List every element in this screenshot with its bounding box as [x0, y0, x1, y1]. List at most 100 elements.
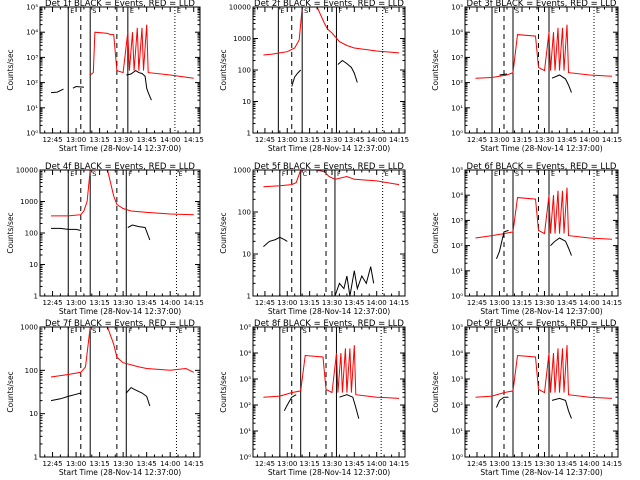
- x-tick-label: 13:45: [557, 136, 577, 144]
- y-tick-label: 10¹: [239, 428, 251, 436]
- marker-letter: E: [494, 170, 498, 178]
- x-tick-label: 13:15: [300, 460, 320, 468]
- y-tick-label: 10¹: [451, 428, 463, 436]
- y-tick-label: 10²: [451, 242, 463, 250]
- x-tick-label: 14:15: [602, 136, 622, 144]
- lld-series-line: [263, 345, 400, 399]
- y-tick-label: 10⁰: [239, 454, 251, 462]
- y-tick-label: 10: [29, 261, 38, 269]
- plot-frame: [464, 326, 619, 458]
- lld-series-line: [89, 24, 194, 79]
- y-axis-label: Counts/sec: [6, 49, 15, 90]
- lld-series-line: [50, 326, 194, 378]
- y-tick-label: 100: [25, 230, 38, 238]
- x-tick-label: 13:30: [113, 460, 133, 468]
- x-tick-label: 12:45: [255, 460, 275, 468]
- y-axis-label: Counts/sec: [431, 371, 440, 412]
- marker-letter: F: [282, 170, 286, 178]
- x-axis-label: Start Time (28-Nov-14 12:37:00): [480, 307, 602, 316]
- chart-title: Det 8f BLACK = Events, RED = LLD: [254, 319, 404, 329]
- x-tick-label: 13:45: [344, 299, 364, 307]
- x-tick-label: 13:45: [557, 299, 577, 307]
- y-tick-label: 10⁰: [451, 293, 463, 301]
- x-tick-label: 12:45: [467, 136, 487, 144]
- marker-letter: E: [385, 170, 389, 178]
- x-tick-label: 13:45: [137, 299, 157, 307]
- y-tick-label: 10¹: [451, 267, 463, 275]
- x-tick-label: 13:00: [489, 460, 509, 468]
- x-tick-label: 13:00: [277, 299, 297, 307]
- y-tick-label: 1: [247, 293, 251, 301]
- lld-series-line: [475, 187, 613, 240]
- y-tick-label: 10000: [16, 167, 38, 175]
- x-tick-label: 12:45: [255, 299, 275, 307]
- marker-letter: S: [515, 7, 519, 15]
- plot-frame: [39, 6, 201, 134]
- marker-letter: E: [338, 327, 342, 335]
- marker-letter: E: [178, 327, 182, 335]
- x-tick-label: 14:00: [579, 299, 599, 307]
- x-tick-label: 14:00: [579, 136, 599, 144]
- y-tick-label: 10: [242, 251, 251, 259]
- y-tick-label: 1000: [20, 198, 38, 206]
- x-tick-label: 14:15: [184, 460, 204, 468]
- x-tick-label: 13:15: [300, 299, 320, 307]
- x-tick-label: 13:30: [322, 136, 342, 144]
- y-tick-label: 10²: [451, 402, 463, 410]
- y-tick-label: 10⁴: [26, 29, 38, 37]
- y-tick-label: 10³: [26, 54, 38, 62]
- y-tick-label: 10⁴: [451, 192, 463, 200]
- plot-frame: [252, 326, 406, 458]
- x-tick-label: 13:15: [90, 299, 110, 307]
- marker-letter: E: [130, 7, 134, 15]
- x-tick-label: 14:00: [160, 299, 180, 307]
- marker-letter: S: [304, 7, 308, 15]
- y-tick-label: 1: [247, 130, 251, 138]
- marker-letter: F: [337, 170, 341, 178]
- marker-letter: F: [128, 170, 132, 178]
- y-tick-label: 10: [29, 410, 38, 418]
- y-tick-label: 10⁴: [451, 29, 463, 37]
- marker-letter: S: [515, 327, 519, 335]
- plot-frame: [464, 169, 619, 297]
- x-tick-label: 13:00: [277, 460, 297, 468]
- x-tick-label: 12:45: [42, 460, 62, 468]
- marker-letter: E: [178, 170, 182, 178]
- x-tick-label: 13:15: [90, 136, 110, 144]
- y-tick-label: 10⁵: [239, 324, 251, 332]
- y-tick-label: 100: [238, 209, 251, 217]
- x-tick-label: 12:45: [42, 299, 62, 307]
- y-tick-label: 10⁴: [239, 350, 251, 358]
- x-tick-label: 13:15: [300, 136, 320, 144]
- marker-letter: E: [551, 170, 555, 178]
- x-tick-label: 14:15: [184, 136, 204, 144]
- y-tick-label: 10¹: [451, 104, 463, 112]
- y-tick-label: 10: [242, 98, 251, 106]
- y-tick-label: 10⁵: [451, 324, 463, 332]
- x-tick-label: 13:15: [512, 299, 532, 307]
- marker-letter: S: [515, 170, 519, 178]
- y-tick-label: 10⁵: [451, 4, 463, 12]
- x-tick-label: 13:00: [66, 136, 86, 144]
- y-tick-label: 100: [238, 67, 251, 75]
- lld-series-line: [475, 345, 613, 399]
- events-series-line: [496, 229, 572, 259]
- y-tick-label: 100: [25, 367, 38, 375]
- y-tick-label: 1: [34, 293, 38, 301]
- x-tick-label: 12:45: [42, 136, 62, 144]
- x-tick-label: 13:45: [344, 460, 364, 468]
- x-axis-label: Start Time (28-Nov-14 12:37:00): [59, 144, 181, 153]
- marker-letter: E: [494, 7, 498, 15]
- events-series-line: [50, 69, 152, 101]
- x-tick-label: 13:45: [137, 136, 157, 144]
- chart-title: Det 5f BLACK = Events, RED = LLD: [254, 162, 404, 172]
- y-tick-label: 1000: [233, 167, 251, 175]
- x-tick-label: 13:45: [137, 460, 157, 468]
- x-tick-label: 14:15: [389, 299, 409, 307]
- marker-letter: C: [303, 170, 308, 178]
- marker-letter: E: [551, 327, 555, 335]
- marker-letter: E: [280, 7, 284, 15]
- x-tick-label: 13:15: [90, 460, 110, 468]
